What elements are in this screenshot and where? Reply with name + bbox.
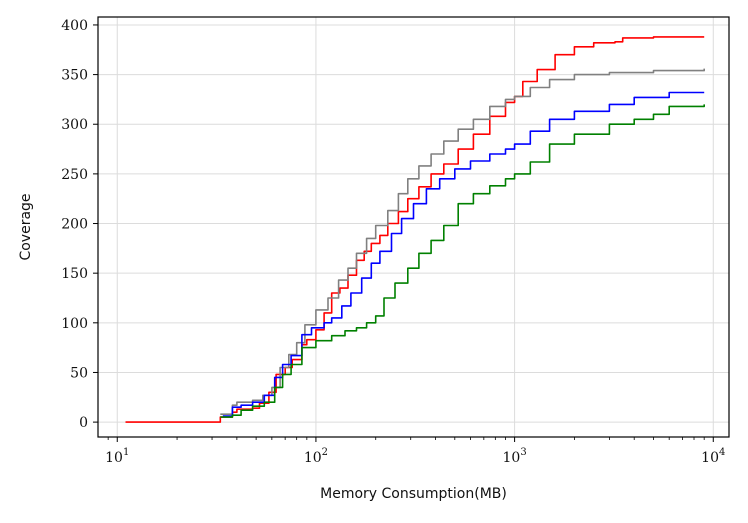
x-tick-label: 103	[502, 447, 526, 466]
y-tick-label: 100	[61, 316, 88, 332]
series-line-1	[125, 36, 705, 423]
y-tick-label: 0	[79, 415, 88, 431]
x-tick-label: 104	[701, 447, 725, 466]
x-tick-label: 101	[105, 447, 129, 466]
y-tick-label: 200	[61, 217, 88, 233]
y-tick-label: 150	[61, 266, 88, 282]
series-line-4	[220, 104, 705, 418]
y-gridlines	[98, 24, 729, 423]
y-tick-label: 350	[61, 68, 88, 84]
y-axis-ticks: 0 50 100 150 200 250 300 350 400	[61, 18, 98, 431]
y-tick-label: 250	[61, 167, 88, 183]
y-axis-label: Coverage	[18, 193, 34, 260]
y-tick-label: 300	[61, 117, 88, 133]
x-tick-label: 102	[304, 447, 328, 466]
x-axis-label: Memory Consumption(MB)	[320, 486, 507, 502]
x-axis-ticks: 101 102 103 104	[105, 437, 725, 466]
series-lines	[125, 36, 705, 423]
plot-frame	[97, 16, 730, 438]
x-gridlines	[116, 17, 714, 437]
y-tick-label: 400	[61, 18, 88, 34]
series-line-3	[222, 91, 705, 417]
y-tick-label: 50	[70, 365, 88, 381]
